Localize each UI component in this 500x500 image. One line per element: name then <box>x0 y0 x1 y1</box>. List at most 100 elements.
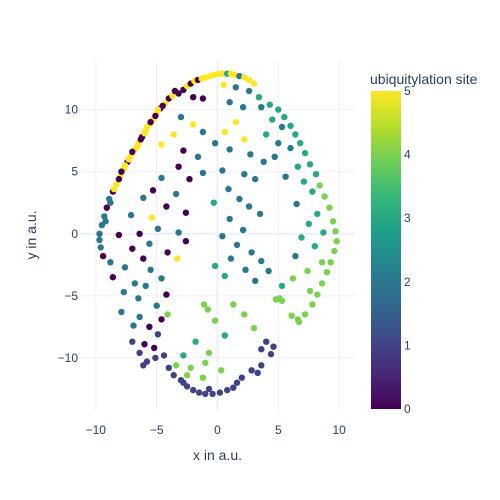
tick-labels: −10 −5 0 5 10 −10 −5 0 5 10 <box>58 103 347 437</box>
data-point <box>125 156 132 163</box>
data-point <box>199 374 207 381</box>
data-point <box>186 175 193 183</box>
data-point <box>226 99 233 106</box>
data-point <box>239 226 247 234</box>
data-point <box>232 118 239 126</box>
data-point <box>136 349 143 357</box>
data-point <box>287 144 294 152</box>
data-point <box>204 306 211 313</box>
data-point <box>316 182 323 189</box>
y-tick-label: −10 <box>58 351 79 365</box>
data-point <box>318 280 326 287</box>
data-point <box>142 282 149 290</box>
data-point <box>327 259 334 266</box>
data-point <box>256 210 264 218</box>
colorbar-tick-label: 3 <box>404 211 411 225</box>
data-point <box>321 193 328 200</box>
data-point <box>202 359 209 366</box>
data-point <box>160 352 168 359</box>
y-tick-label: −5 <box>64 289 78 303</box>
data-point <box>301 311 309 318</box>
data-point <box>263 131 270 138</box>
data-point <box>158 275 165 282</box>
data-point <box>245 203 253 210</box>
data-point <box>245 87 253 95</box>
data-point <box>332 228 339 235</box>
data-point <box>225 185 232 193</box>
data-point <box>278 297 286 304</box>
data-point <box>254 369 261 376</box>
y-tick-label: 10 <box>65 103 79 117</box>
data-point <box>129 148 136 155</box>
data-point <box>199 95 207 102</box>
data-point <box>107 199 114 206</box>
data-point <box>333 238 340 245</box>
data-point <box>180 147 187 154</box>
data-point <box>269 116 276 123</box>
data-point <box>172 362 180 369</box>
data-point <box>154 106 162 113</box>
data-point <box>115 231 123 239</box>
data-point <box>152 354 159 362</box>
data-point <box>182 238 190 245</box>
data-point <box>140 255 147 262</box>
data-point <box>320 229 327 236</box>
data-point <box>255 94 263 101</box>
data-point <box>241 311 248 318</box>
data-point <box>115 175 123 183</box>
data-point <box>109 274 117 281</box>
data-point <box>103 204 111 211</box>
data-point <box>298 234 305 241</box>
data-point <box>250 80 258 87</box>
data-point <box>152 112 159 120</box>
data-point <box>312 171 320 178</box>
colorbar-tick-label: 4 <box>404 148 411 162</box>
data-point <box>221 128 228 136</box>
data-point <box>129 245 136 252</box>
data-point <box>182 209 190 216</box>
data-point <box>224 386 231 394</box>
data-point <box>164 249 171 256</box>
data-point <box>267 350 275 358</box>
data-point <box>96 236 103 244</box>
data-point <box>170 372 177 379</box>
data-point <box>113 180 120 188</box>
data-point <box>305 220 312 227</box>
data-point <box>252 175 259 183</box>
data-point <box>272 296 280 303</box>
y-tick-label: 5 <box>71 165 78 179</box>
data-point <box>163 291 170 298</box>
data-point <box>236 72 243 80</box>
data-point <box>159 102 166 110</box>
data-point <box>147 266 154 273</box>
data-point <box>190 121 197 128</box>
colorbar-tick-label: 1 <box>404 338 411 352</box>
data-point <box>180 352 187 359</box>
data-point <box>172 190 180 198</box>
data-point <box>163 203 170 210</box>
data-point <box>287 122 294 129</box>
data-point <box>248 367 255 374</box>
data-point <box>137 136 144 143</box>
data-point <box>275 140 282 147</box>
data-point <box>209 390 216 398</box>
data-point <box>158 141 165 148</box>
data-point <box>219 233 226 240</box>
data-point <box>219 167 226 174</box>
data-point <box>247 151 254 158</box>
data-point <box>288 312 295 319</box>
data-point <box>211 140 219 147</box>
data-point <box>233 379 241 386</box>
data-points <box>96 70 340 398</box>
data-point <box>227 255 235 262</box>
data-point <box>202 74 209 81</box>
data-point <box>241 171 248 178</box>
data-point <box>110 185 118 193</box>
data-point <box>226 146 233 153</box>
data-point <box>266 101 273 108</box>
data-point <box>220 81 227 89</box>
data-point <box>248 249 255 256</box>
data-point <box>329 218 337 225</box>
data-point <box>221 332 228 339</box>
data-point <box>127 211 135 219</box>
